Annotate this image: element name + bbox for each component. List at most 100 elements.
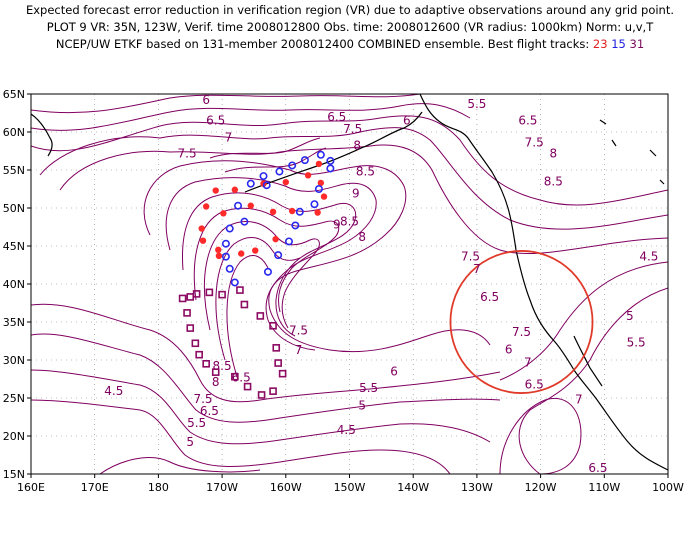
y-tick-label: 55N <box>3 164 25 177</box>
track-red-point <box>199 237 207 244</box>
verification-region-circle <box>449 250 594 394</box>
contour-label: 7 <box>524 355 532 369</box>
y-tick-label: 35N <box>3 316 25 329</box>
track-blue-point <box>246 179 255 188</box>
track-blue-point <box>225 264 234 273</box>
grid-lines <box>31 94 668 474</box>
contour-path <box>31 115 668 206</box>
contour-path <box>99 457 261 474</box>
contour-path <box>193 207 340 313</box>
contour-labels: 66.577.56.5 65.56.57.588.57.588.599 8.587.… <box>104 93 658 475</box>
track-blue-point <box>275 167 284 176</box>
contour-path <box>31 94 421 114</box>
coastline-baja <box>573 335 603 387</box>
contour-label: 7.5 <box>461 250 480 264</box>
track-blue-point <box>259 172 268 181</box>
contour-path <box>181 192 357 337</box>
track-blue-point <box>225 224 234 233</box>
track-red-point <box>314 209 321 216</box>
x-tick-label: 160W <box>270 481 302 494</box>
header-line-1: Expected forecast error reduction in ver… <box>25 3 675 17</box>
track-blue-point <box>326 156 335 165</box>
track-purple-point <box>195 350 203 359</box>
contour-path <box>499 261 668 381</box>
contour-label: 6.5 <box>200 404 219 418</box>
y-axis-ticks: 65N 60N 55N 50N 45N 40N 35N 30N 25N 20N 15N <box>3 88 31 481</box>
contour-label: 9 <box>333 218 341 232</box>
contour-path <box>204 221 320 331</box>
track-purple-point <box>240 300 249 309</box>
header-line-3-text: NCEP/UW ETKF based on 131-member 2008012… <box>55 37 593 51</box>
contour-label: 6.5 <box>588 461 607 475</box>
contour-lines <box>31 94 668 474</box>
track-red-point <box>317 179 325 187</box>
track-purple-point <box>186 293 195 301</box>
header-line-3: NCEP/UW ETKF based on 131-member 2008012… <box>0 37 700 51</box>
contour-path <box>224 147 327 173</box>
track-blue-point <box>288 161 297 170</box>
contour-path <box>518 287 668 474</box>
track-red-point <box>288 207 296 215</box>
contour-label: 9 <box>352 187 360 201</box>
track-purple-point <box>236 286 244 294</box>
contour-label: 7 <box>225 130 233 144</box>
contour-path <box>31 399 451 474</box>
coastline-alaska <box>419 94 668 471</box>
contour-path <box>226 254 269 381</box>
y-tick-label: 15N <box>3 468 25 481</box>
track-blue-point <box>274 251 283 260</box>
x-tick-label: 160E <box>17 481 45 494</box>
track-blue-point <box>300 156 309 165</box>
contour-label: 5.5 <box>187 416 206 430</box>
y-tick-label: 45N <box>3 240 25 253</box>
contour-label: 7.5 <box>289 323 308 337</box>
contour-label: 6.5 <box>525 377 544 391</box>
track-red-point <box>247 202 254 209</box>
contour-label: 7 <box>473 262 481 276</box>
x-tick-label: 170E <box>81 481 109 494</box>
contour-label: 6.5 <box>206 114 225 128</box>
contour-label: 6 <box>202 93 210 107</box>
x-tick-label: 150W <box>334 481 366 494</box>
contour-label: 8 <box>550 146 558 160</box>
y-tick-label: 60N <box>3 126 25 139</box>
track-red-point <box>198 225 205 232</box>
track-blue-number: 15 <box>611 37 626 51</box>
track-blue-point <box>221 239 230 248</box>
track-purple-point <box>202 359 210 368</box>
contour-label: 5 <box>626 309 634 323</box>
contour-label: 6 <box>390 364 398 378</box>
track-purple-markers <box>178 286 287 399</box>
track-red-point <box>320 193 328 200</box>
track-blue-point <box>310 200 319 209</box>
track-red-markers <box>198 160 328 260</box>
contour-label: 8 <box>358 230 366 244</box>
track-blue-point <box>262 181 271 190</box>
track-blue-point <box>291 221 300 230</box>
contour-path <box>39 127 668 230</box>
y-tick-label: 40N <box>3 278 25 291</box>
track-purple-point <box>274 359 282 367</box>
track-purple-point <box>257 391 266 399</box>
contour-label: 5.5 <box>359 381 378 395</box>
track-purple-point <box>256 312 265 320</box>
contour-path <box>31 103 471 131</box>
contour-path <box>31 333 501 423</box>
y-tick-label: 30N <box>3 354 25 367</box>
track-red-point <box>315 160 323 168</box>
contour-label: 7 <box>575 393 583 407</box>
track-purple-point <box>243 382 252 391</box>
contour-label: 7.5 <box>178 146 197 160</box>
x-tick-label: 100W <box>652 481 684 494</box>
contour-label: 6 <box>505 342 513 356</box>
contour-label: 5 <box>186 435 194 449</box>
contour-label: 8.5 <box>356 165 375 179</box>
contour-label: 4.5 <box>337 423 356 437</box>
track-purple-point <box>183 309 191 317</box>
track-purple-point <box>278 369 287 378</box>
contour-path <box>165 177 377 351</box>
x-tick-label: 130W <box>461 481 493 494</box>
track-purple-point <box>269 321 277 330</box>
contour-path <box>143 160 491 353</box>
